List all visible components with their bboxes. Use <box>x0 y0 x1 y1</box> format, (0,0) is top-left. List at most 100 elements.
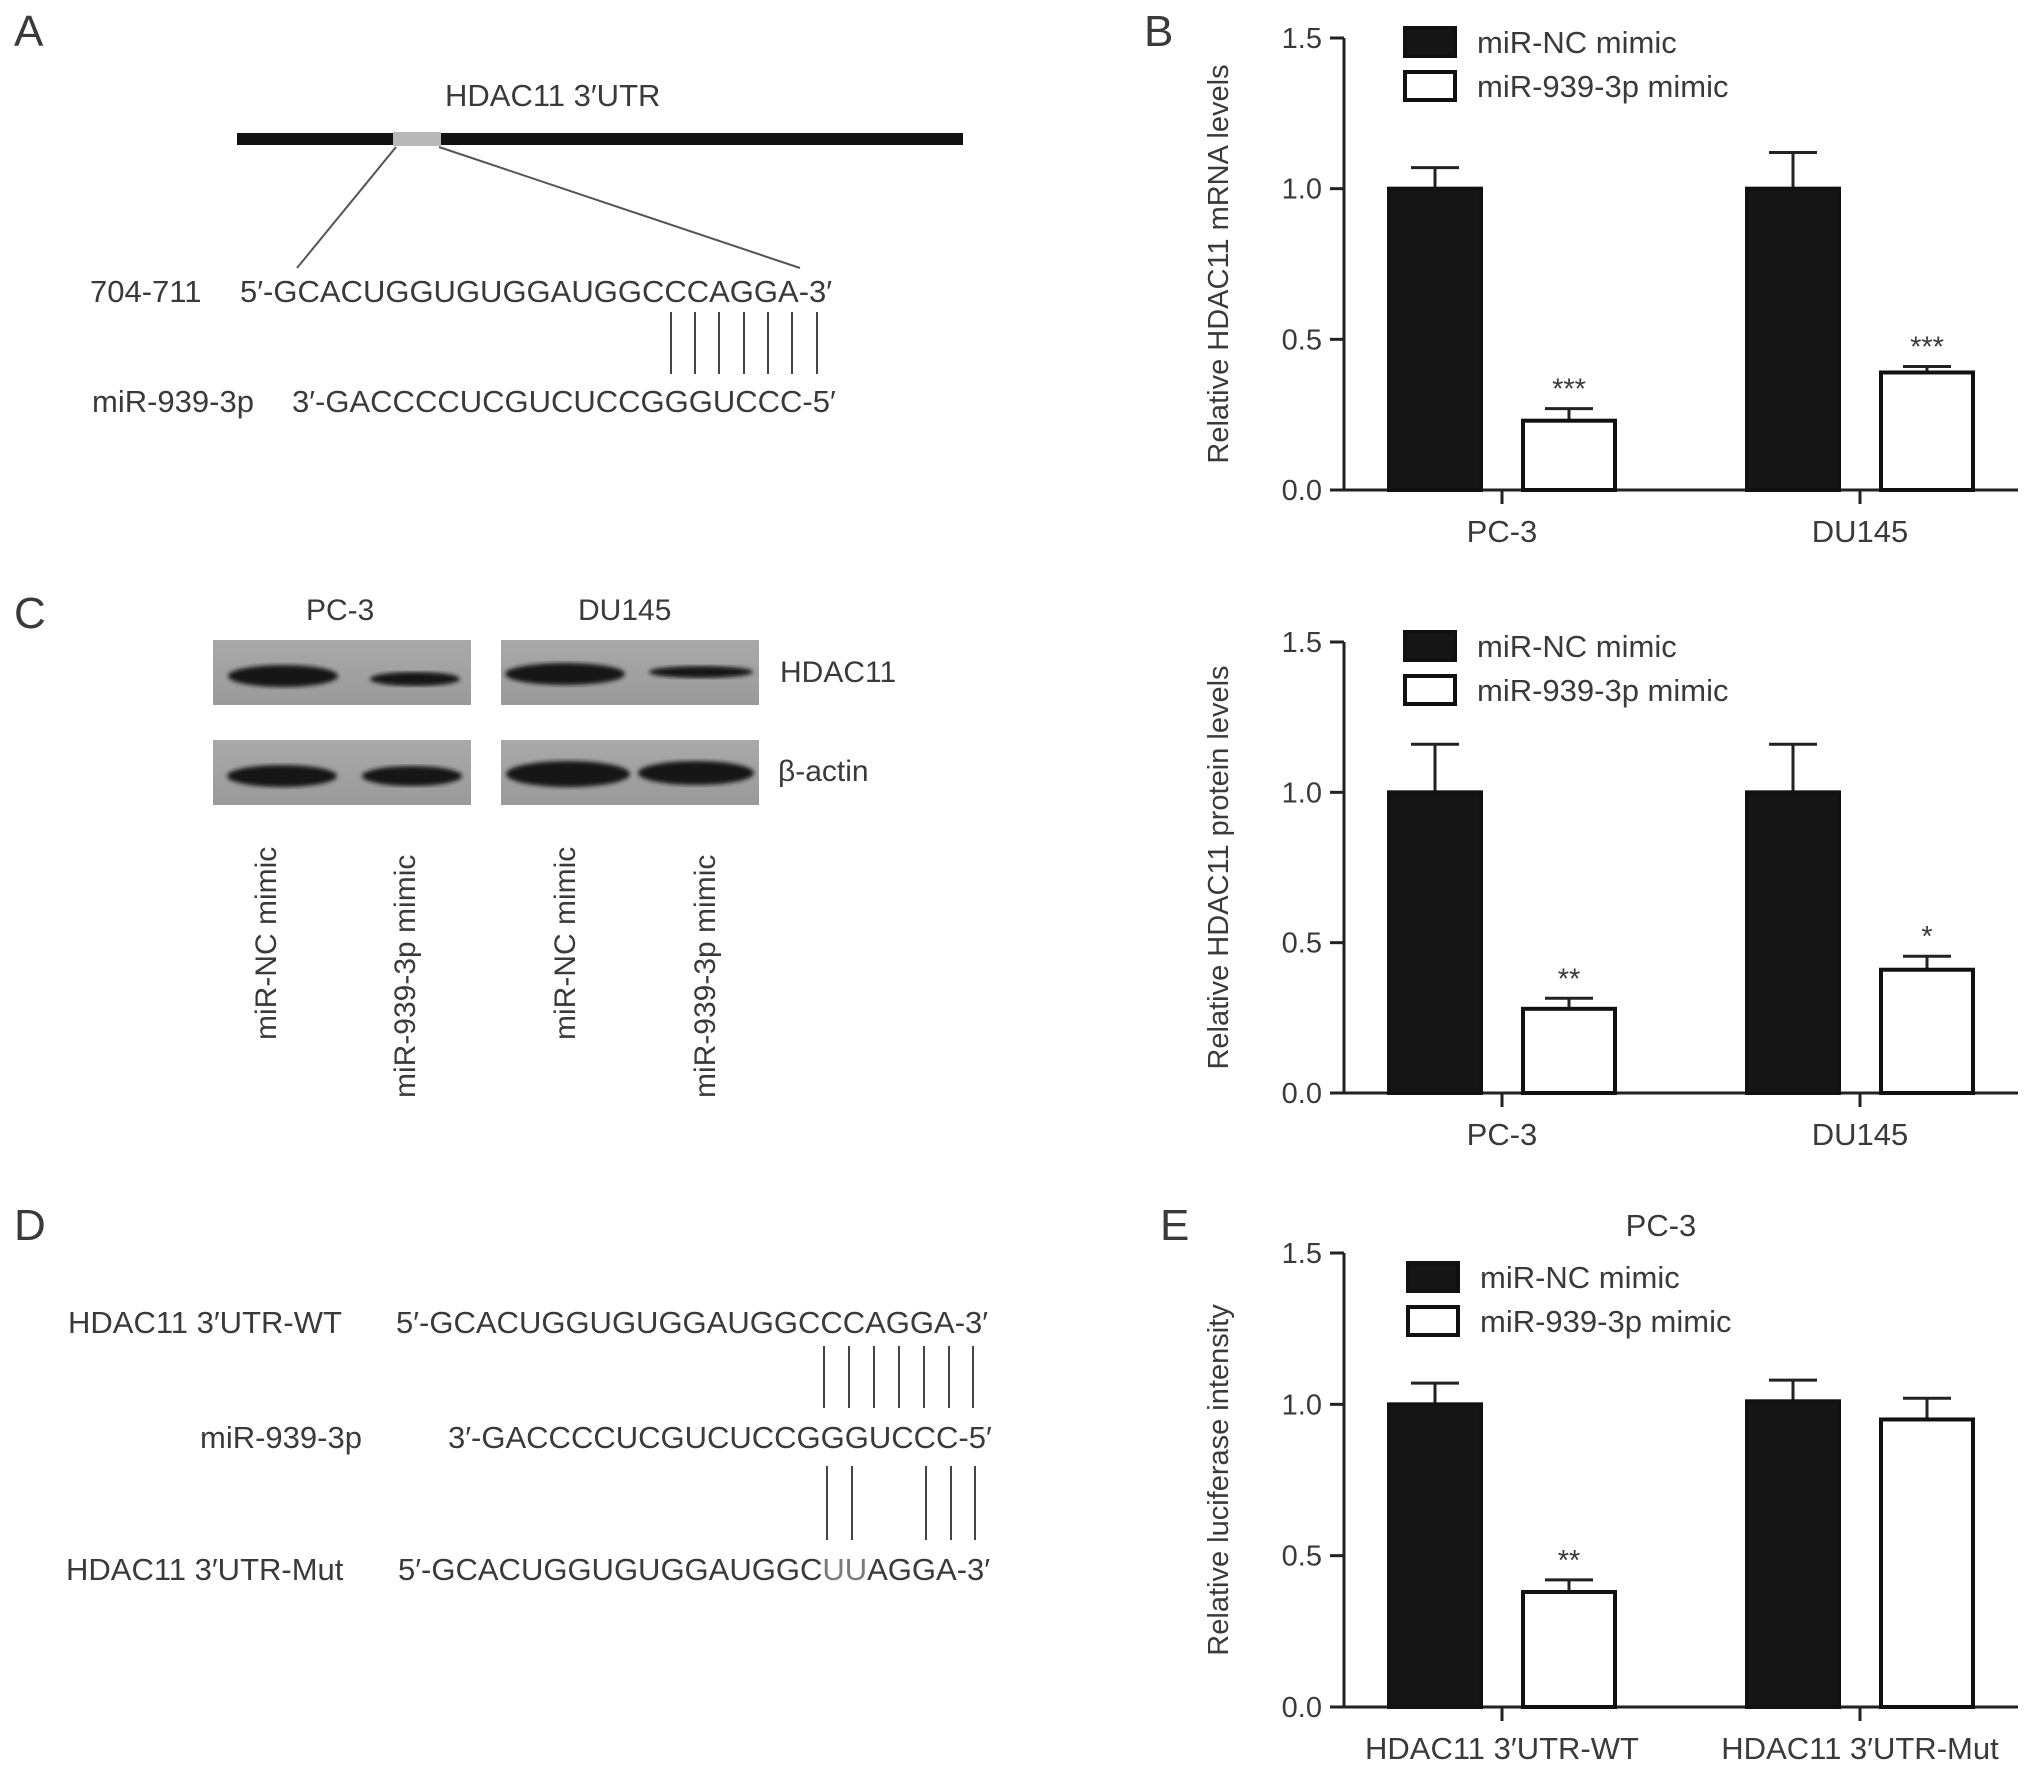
x-tick-label: PC-3 <box>1467 1117 1538 1152</box>
chart-luciferase: 0.0 0.5 1.0 1.5 Relative luciferase intensit… <box>1203 1208 2018 1766</box>
x-tick-label: HDAC11 3′UTR-WT <box>1365 1731 1639 1766</box>
y-tick-label: 0.5 <box>1282 928 1322 960</box>
panel-letter-b: B <box>1144 7 1173 56</box>
x-tick-label: DU145 <box>1812 514 1909 549</box>
chart-title: PC-3 <box>1626 1208 1697 1243</box>
y-tick-label: 0.0 <box>1282 475 1322 507</box>
y-axis-title: Relative HDAC11 mRNA levels <box>1203 64 1235 463</box>
panel-letter-d: D <box>14 1201 46 1250</box>
band-actin-du145-mimic <box>638 761 754 785</box>
y-tick-label: 0.5 <box>1282 324 1322 356</box>
mirna-sequence-d: 3′-GACCCCUCGUCUCCGGGUCCC-5′ <box>448 1420 992 1455</box>
lane-label-2: miR-939-3p mimic <box>389 855 422 1098</box>
bar-nc <box>1387 1402 1483 1710</box>
lane-label-4: miR-939-3p mimic <box>689 855 722 1098</box>
x-tick-label: PC-3 <box>1467 514 1538 549</box>
panel-d: D HDAC11 3′UTR-WT 5′-GCACUGGUGUGGAUGGCCC… <box>14 1201 992 1587</box>
y-tick-label: 0.5 <box>1282 1541 1322 1573</box>
panel-letter-e: E <box>1160 1201 1189 1250</box>
cell-line-pc3: PC-3 <box>306 594 374 627</box>
bands-hdac11 <box>228 663 753 687</box>
y-tick-label: 1.0 <box>1282 777 1322 809</box>
target-sequence: 5′-GCACUGGUGUGGAUGGCCCAGGA-3′ <box>240 274 832 309</box>
bar-nc <box>1387 186 1483 493</box>
bar-mimic <box>1521 1006 1617 1096</box>
band-hdac11-pc3-nc <box>228 665 338 687</box>
panel-a: A HDAC11 3′UTR 704-711 5′-GCACUGGUGUGGAU… <box>14 7 963 419</box>
lane-label-3: miR-NC mimic <box>549 847 582 1040</box>
legend-swatch <box>1403 70 1457 102</box>
legend-swatch <box>1403 674 1457 706</box>
pairing-lines-mut <box>826 1466 976 1540</box>
y-tick-label: 0.0 <box>1282 1692 1322 1724</box>
band-actin-pc3-nc <box>227 765 337 787</box>
panel-letter-c: C <box>14 589 46 638</box>
lane-label-1: miR-NC mimic <box>250 847 283 1040</box>
utr-label: HDAC11 3′UTR <box>445 78 660 113</box>
bar-nc <box>1387 790 1483 1095</box>
mut-label: HDAC11 3′UTR-Mut <box>66 1552 344 1587</box>
pairing-lines-wt <box>823 1346 974 1408</box>
significance-marker: ** <box>1558 963 1581 995</box>
significance-marker: * <box>1921 921 1932 953</box>
y-tick-label: 1.5 <box>1282 23 1322 55</box>
bands-actin <box>227 761 754 787</box>
legend-label: miR-NC mimic <box>1477 25 1677 60</box>
legend-label: miR-939-3p mimic <box>1480 1304 1731 1339</box>
cell-line-du145: DU145 <box>578 594 671 627</box>
mirna-sequence: 3′-GACCCCUCGUCUCCGGGUCCC-5′ <box>292 384 836 419</box>
zoom-line-left <box>296 146 397 269</box>
y-tick-label: 1.0 <box>1282 1389 1322 1421</box>
bar-mimic <box>1879 370 1975 493</box>
band-hdac11-du145-nc <box>505 663 625 685</box>
chart-protein: 0.0 0.5 1.0 1.5 Relative HDAC11 protein leve… <box>1203 627 2018 1152</box>
x-tick-label: HDAC11 3′UTR-Mut <box>1721 1731 1999 1766</box>
protein-label-hdac11: HDAC11 <box>780 656 896 689</box>
mut-seq-mutated: UU <box>822 1552 867 1587</box>
mut-seq-suffix: AGGA-3′ <box>867 1552 990 1587</box>
legend-swatch <box>1406 1305 1460 1337</box>
zoom-line-right <box>438 146 801 269</box>
protein-label-actin: β-actin <box>778 755 869 788</box>
band-hdac11-pc3-mimic <box>370 672 460 686</box>
legend-label: miR-939-3p mimic <box>1477 673 1728 708</box>
y-tick-label: 1.5 <box>1282 1238 1322 1270</box>
utr-bar <box>237 133 963 145</box>
band-actin-du145-nc <box>506 761 630 787</box>
pairing-lines-a <box>670 312 818 374</box>
panel-c: C PC-3 DU145 HDAC11 β-actin miR-NC mimic… <box>14 589 896 1098</box>
bar-nc <box>1745 790 1841 1095</box>
legend-label: miR-NC mimic <box>1480 1260 1680 1295</box>
legend-label: miR-NC mimic <box>1477 629 1677 664</box>
mut-seq-prefix: 5′-GCACUGGUGUGGAUGGC <box>398 1552 822 1587</box>
bar-nc <box>1745 186 1841 493</box>
legend-swatch <box>1403 630 1457 662</box>
bar-mimic <box>1879 1417 1975 1709</box>
bar-mimic <box>1879 967 1975 1096</box>
legend-swatch <box>1403 26 1457 58</box>
x-tick-label: DU145 <box>1812 1117 1909 1152</box>
y-axis-title: Relative luciferase intensity <box>1203 1304 1235 1656</box>
wt-sequence: 5′-GCACUGGUGUGGAUGGCCCAGGA-3′ <box>396 1305 988 1340</box>
mirna-label-d: miR-939-3p <box>200 1420 362 1455</box>
y-axis-title: Relative HDAC11 protein levels <box>1203 665 1235 1069</box>
band-actin-pc3-mimic <box>362 766 462 786</box>
binding-site-box <box>393 132 441 146</box>
bar-nc <box>1745 1399 1841 1709</box>
band-hdac11-du145-mimic <box>649 666 753 678</box>
bar-mimic <box>1521 1589 1617 1710</box>
significance-marker: ** <box>1558 1545 1581 1577</box>
chart-mrna: 0.0 0.5 1.0 1.5 Relative HDAC11 mRNA levels P… <box>1203 23 2018 549</box>
panel-letter-a: A <box>14 7 44 56</box>
legend-label: miR-939-3p mimic <box>1477 69 1728 104</box>
legend-swatch <box>1406 1261 1460 1293</box>
bar-mimic <box>1521 418 1617 492</box>
site-position-label: 704-711 <box>90 274 201 309</box>
wt-label: HDAC11 3′UTR-WT <box>68 1305 342 1340</box>
significance-marker: *** <box>1910 331 1944 363</box>
mirna-label: miR-939-3p <box>92 384 254 419</box>
mut-sequence: 5′-GCACUGGUGUGGAUGGCUUAGGA-3′ <box>398 1552 990 1587</box>
y-tick-label: 1.5 <box>1282 627 1322 659</box>
y-tick-label: 0.0 <box>1282 1078 1322 1110</box>
